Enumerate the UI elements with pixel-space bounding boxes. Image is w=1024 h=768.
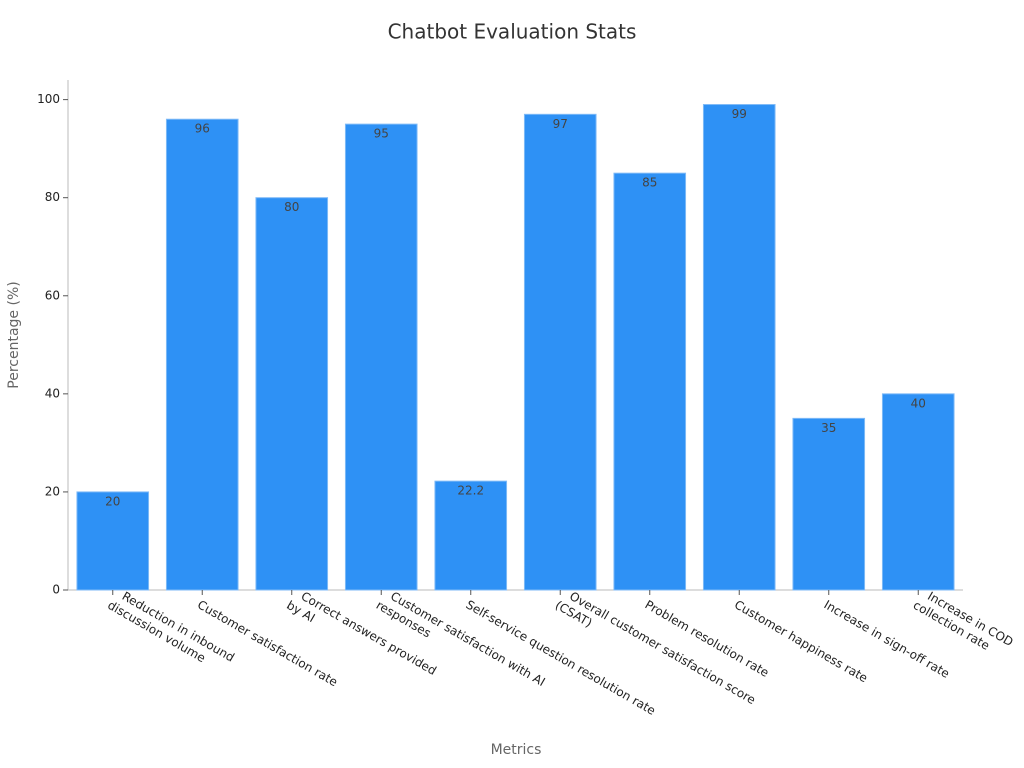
y-axis-label: Percentage (%)	[6, 281, 22, 388]
bar	[613, 172, 687, 591]
bar	[255, 197, 329, 591]
value-label: 85	[642, 176, 657, 190]
value-label: 80	[284, 200, 299, 214]
value-label: 22.2	[457, 484, 484, 498]
y-tick-label: 60	[45, 288, 60, 302]
x-axis-label: Metrics	[491, 742, 542, 758]
bar	[165, 118, 239, 591]
y-tick-label: 40	[45, 386, 60, 400]
y-tick-label: 100	[37, 92, 60, 106]
value-label: 99	[732, 107, 747, 121]
bar	[702, 104, 776, 591]
value-label: 97	[553, 117, 568, 131]
value-label: 20	[105, 494, 120, 508]
bar	[881, 393, 955, 591]
bar	[792, 417, 866, 591]
bar	[434, 480, 508, 591]
y-tick-label: 0	[52, 583, 60, 597]
bar	[76, 491, 150, 591]
value-label: 95	[374, 127, 389, 141]
x-tick-label: Increase in CODcollection rate	[911, 585, 1016, 662]
y-tick-label: 20	[45, 484, 60, 498]
value-label: 40	[911, 396, 926, 410]
bar	[344, 123, 418, 591]
bar	[523, 113, 597, 591]
value-label: 96	[195, 122, 210, 136]
value-label: 35	[821, 421, 836, 435]
y-tick-label: 80	[45, 190, 60, 204]
chart-title: Chatbot Evaluation Stats	[388, 20, 637, 44]
x-tick-label: Reduction in inbounddiscussion volume	[106, 585, 238, 678]
